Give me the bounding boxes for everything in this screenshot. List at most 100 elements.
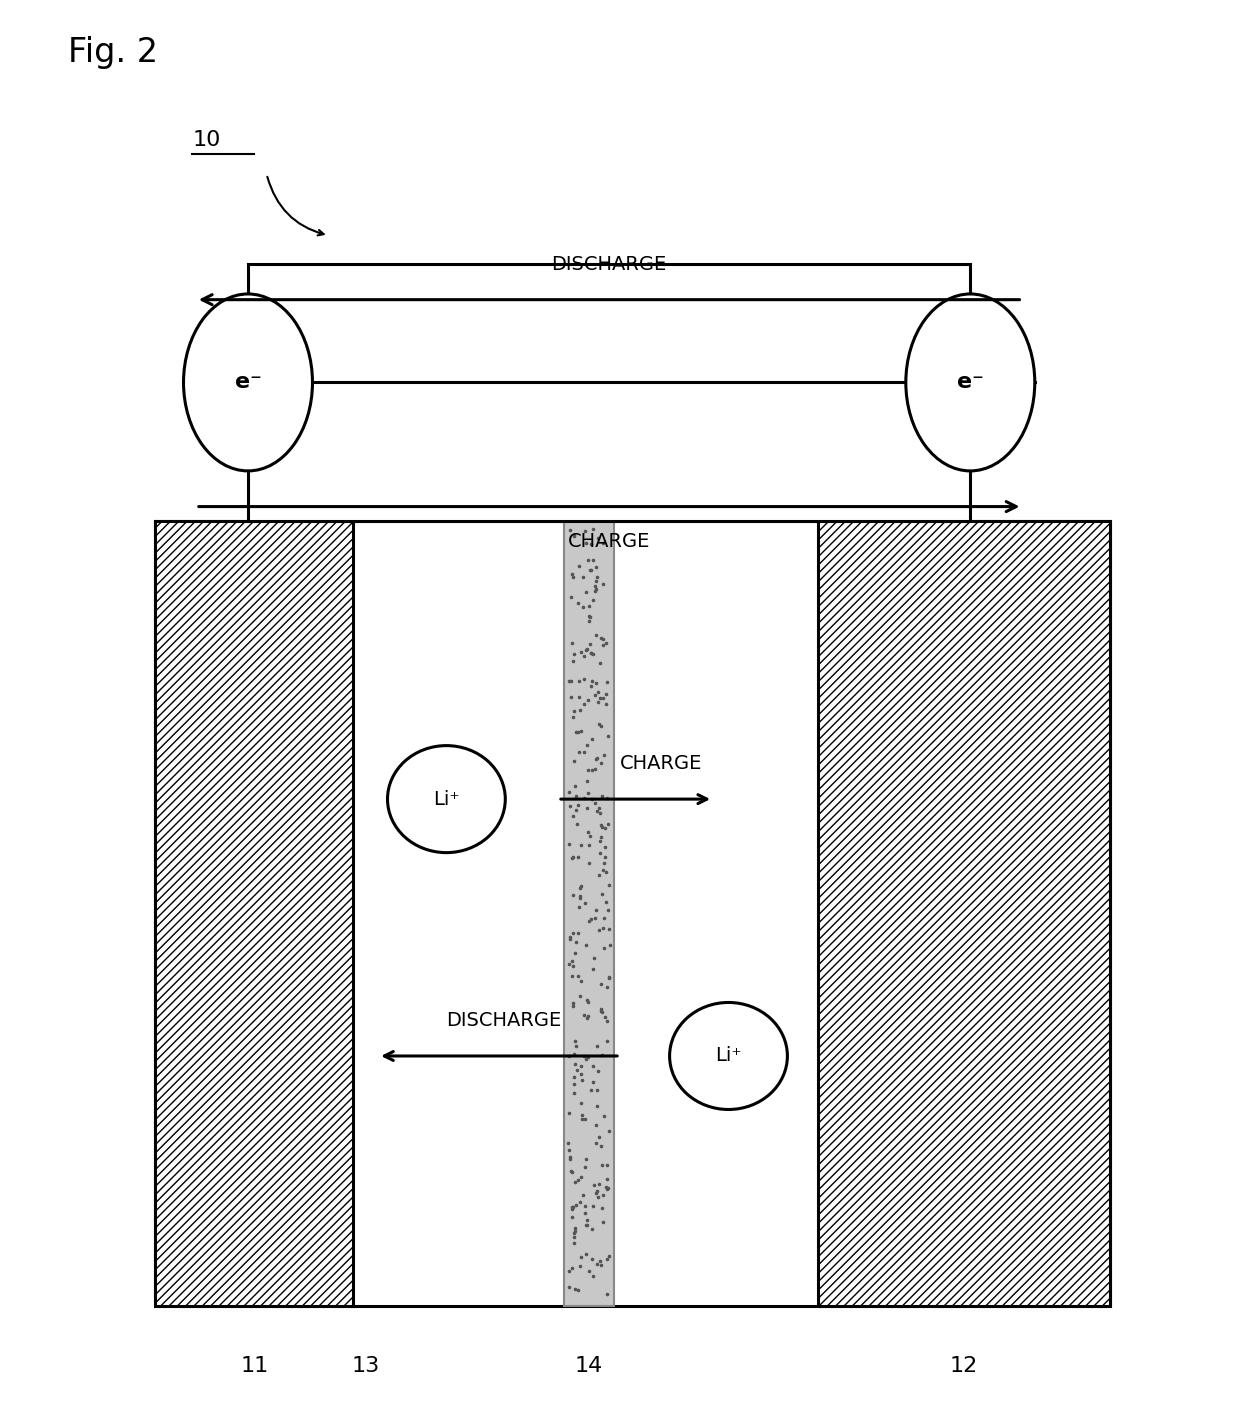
Point	[590, 997, 610, 1020]
Point	[560, 926, 580, 949]
Point	[560, 1146, 580, 1169]
Point	[565, 1035, 585, 1057]
Point	[578, 990, 598, 1013]
Point	[568, 1279, 588, 1301]
Point	[572, 1103, 591, 1126]
Point	[575, 519, 595, 542]
Point	[587, 557, 606, 579]
Point	[572, 641, 591, 664]
Point	[558, 1260, 578, 1283]
Point	[588, 1095, 608, 1117]
Point	[582, 1247, 601, 1270]
Point	[568, 922, 588, 945]
Point	[583, 588, 603, 611]
Point	[588, 1079, 608, 1102]
Point	[560, 1159, 580, 1182]
Point	[590, 1254, 610, 1277]
Point	[568, 1169, 588, 1192]
Point	[596, 632, 616, 655]
Point	[564, 1030, 584, 1053]
Point	[572, 1055, 591, 1077]
Point	[559, 1139, 579, 1162]
Point	[563, 992, 583, 1015]
Point	[572, 1069, 591, 1092]
Point	[596, 860, 616, 883]
Point	[563, 955, 583, 977]
Point	[573, 596, 593, 619]
Point	[598, 812, 618, 835]
Point	[598, 1154, 618, 1177]
Point	[577, 581, 596, 604]
Point	[569, 895, 589, 918]
Point	[562, 562, 582, 585]
Text: CHARGE: CHARGE	[568, 532, 650, 551]
Text: 14: 14	[575, 1356, 603, 1376]
Point	[570, 1166, 590, 1189]
Point	[574, 645, 594, 668]
Point	[599, 966, 619, 989]
Point	[583, 1264, 603, 1287]
Point	[574, 668, 594, 691]
Point	[580, 558, 600, 581]
Point	[594, 908, 614, 930]
Point	[574, 786, 594, 809]
Point	[559, 1045, 579, 1067]
Point	[563, 883, 583, 906]
Point	[583, 759, 603, 782]
Point	[564, 1073, 584, 1096]
Point	[591, 1154, 611, 1177]
Point	[563, 922, 583, 945]
Point	[579, 1259, 599, 1281]
Point	[570, 885, 590, 908]
Point	[580, 632, 600, 655]
Point	[599, 1244, 619, 1267]
Point	[587, 1182, 606, 1204]
Text: 12: 12	[950, 1356, 978, 1376]
Text: Li⁺: Li⁺	[433, 789, 460, 809]
Point	[560, 928, 580, 950]
Point	[588, 1035, 608, 1057]
Point	[579, 782, 599, 805]
Point	[562, 1196, 582, 1219]
Point	[564, 699, 584, 722]
Point	[595, 1006, 615, 1029]
Point	[584, 792, 604, 815]
Point	[584, 548, 604, 571]
Point	[559, 669, 579, 692]
Text: 13: 13	[352, 1356, 379, 1376]
Point	[598, 1283, 618, 1306]
Point	[593, 916, 613, 939]
Point	[596, 786, 616, 809]
Point	[579, 850, 599, 873]
Point	[578, 821, 598, 843]
Point	[570, 719, 590, 742]
Point	[596, 1179, 616, 1202]
Point	[579, 833, 599, 856]
Point	[591, 1000, 611, 1023]
Point	[565, 1216, 585, 1239]
Point	[582, 908, 601, 930]
Point	[577, 1209, 596, 1232]
Point	[572, 1107, 591, 1130]
Point	[565, 1220, 585, 1243]
Text: 11: 11	[241, 1356, 268, 1376]
Point	[563, 1196, 583, 1219]
Point	[567, 1193, 587, 1216]
Point	[570, 985, 590, 1007]
Text: CHARGE: CHARGE	[620, 755, 702, 773]
Point	[587, 578, 606, 601]
Point	[575, 1194, 595, 1217]
Point	[588, 565, 608, 588]
Point	[563, 649, 583, 672]
Point	[587, 1253, 606, 1276]
Point	[599, 875, 619, 898]
Point	[572, 1062, 591, 1085]
Point	[595, 1176, 615, 1199]
Bar	[564, 521, 614, 1306]
Point	[580, 606, 600, 629]
Point	[563, 1197, 583, 1220]
Point	[568, 846, 588, 869]
Point	[595, 692, 615, 715]
Point	[570, 886, 590, 909]
Point	[585, 684, 605, 706]
